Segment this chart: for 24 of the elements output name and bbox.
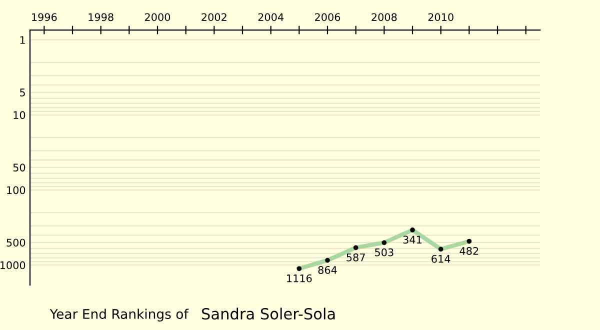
x-tick-label: 2006 [315, 13, 340, 22]
data-label: 614 [432, 254, 450, 263]
x-tick-label: 1998 [88, 13, 114, 22]
y-tick-label: 100 [7, 186, 26, 194]
x-tick-label: 2002 [202, 13, 226, 22]
data-label: 587 [346, 253, 365, 262]
text: Sandra Soler-Sola [202, 308, 335, 320]
data-label: 341 [403, 236, 422, 244]
x-tick-label: 2008 [372, 13, 397, 22]
y-tick-label: 5 [20, 88, 25, 96]
y-tick-label: 500 [6, 238, 26, 247]
x-tick-label: 2000 [145, 13, 170, 22]
data-label: 1116 [287, 274, 312, 282]
text: Year End Rankings of [50, 308, 189, 322]
data-label: 503 [375, 248, 394, 256]
x-tick-label: 2004 [258, 13, 284, 22]
x-tick-label: 1996 [32, 13, 57, 22]
y-tick-label: 1000 [0, 261, 26, 270]
y-tick-label: 10 [14, 111, 26, 120]
data-label: 482 [460, 247, 478, 255]
y-tick-label: 50 [13, 164, 26, 172]
data-label: 864 [318, 266, 337, 274]
y-tick-label: 1 [20, 36, 25, 44]
x-tick-label: 2010 [428, 13, 454, 22]
